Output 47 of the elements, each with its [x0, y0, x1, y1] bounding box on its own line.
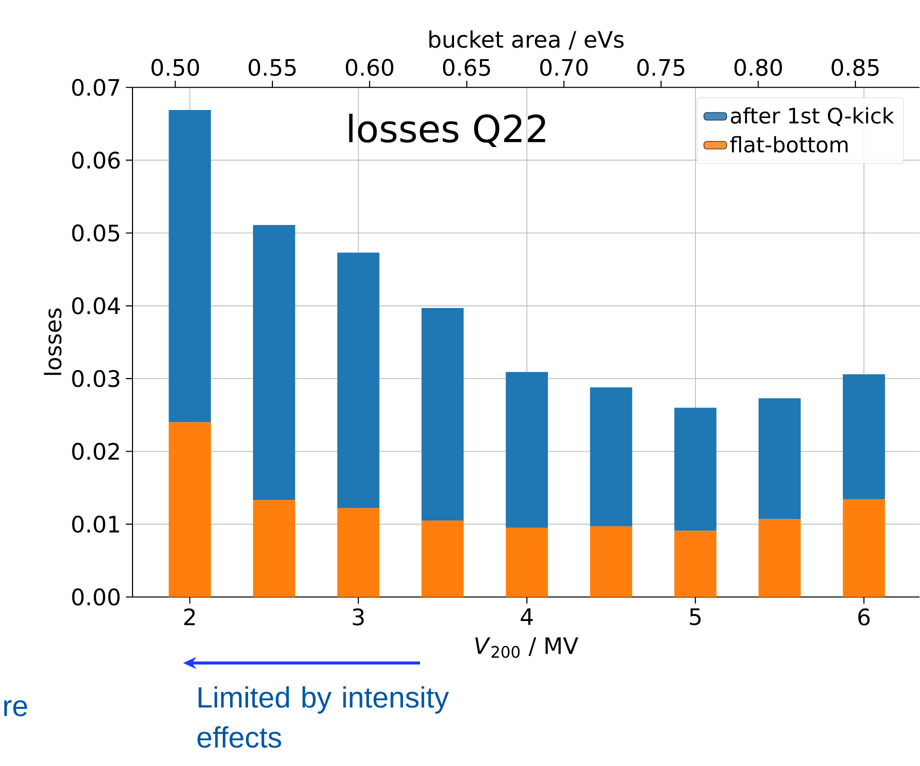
x2-tick-label: 0.55 — [248, 58, 296, 76]
x2-axis-title: bucket area / eVs — [429, 30, 624, 50]
text: re — [4, 700, 28, 716]
y-tick-label: 0.04 — [72, 297, 120, 314]
bar — [674, 408, 716, 531]
legend-label: after 1st Q-kick — [730, 107, 894, 126]
y-tick-label: 0.06 — [72, 152, 120, 169]
x-tick-label: 4 — [520, 608, 533, 625]
bar — [422, 520, 464, 597]
x2-tick-label: 0.50 — [152, 58, 199, 76]
bar — [842, 499, 885, 597]
bar — [253, 224, 296, 500]
bar — [590, 526, 632, 597]
bar — [590, 387, 632, 526]
text: losses Q22 — [349, 114, 546, 147]
y-tick-label: 0.03 — [72, 370, 120, 388]
x-tick-label: 5 — [690, 608, 701, 626]
x-tick-label: 2 — [184, 608, 195, 626]
bar — [758, 519, 801, 597]
x-tick-label: 6 — [858, 608, 870, 626]
bar — [422, 308, 464, 521]
y-tick-label: 0.07 — [72, 78, 120, 96]
y-tick-label: 0.00 — [72, 588, 120, 606]
x2-tick-label: 0.60 — [346, 58, 394, 76]
bar — [506, 372, 548, 528]
y-tick-label: 0.02 — [72, 442, 119, 460]
bar — [758, 398, 801, 520]
y-tick-label: 0.01 — [72, 516, 120, 533]
x2-tick-label: 0.65 — [442, 58, 490, 76]
text: Limited by intensity effects — [198, 686, 449, 748]
bar — [506, 528, 548, 597]
bar — [842, 374, 885, 500]
x2-tick-label: 0.80 — [734, 58, 782, 76]
bar — [337, 508, 380, 597]
x2-tick-label: 0.70 — [540, 58, 588, 76]
bar — [253, 500, 296, 597]
x-tick-label: 3 — [352, 608, 364, 626]
bar — [674, 530, 716, 597]
y-tick-label: 0.05 — [72, 224, 120, 242]
bar — [168, 422, 211, 597]
bar — [168, 110, 211, 422]
x2-tick-label: 0.85 — [832, 58, 879, 76]
y-axis-title: losses — [44, 308, 62, 375]
legend-label: flat-bottom — [730, 136, 848, 153]
x-axis-title: V$_{200}$ / MV — [475, 637, 578, 658]
x2-tick-label: 0.75 — [637, 58, 684, 76]
bar — [337, 252, 380, 508]
